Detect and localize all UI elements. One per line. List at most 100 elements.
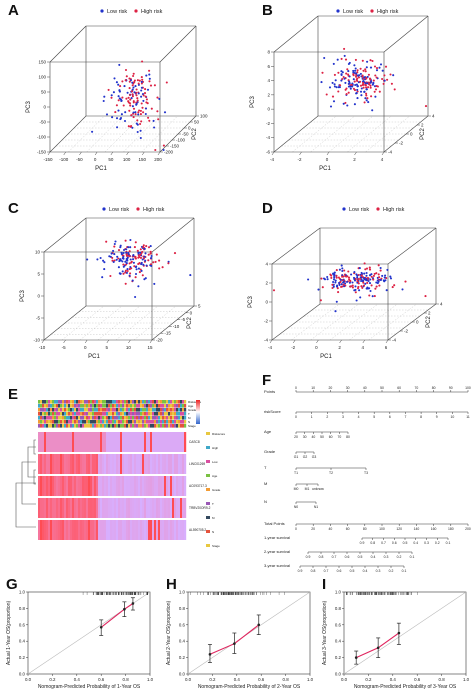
point-low-risk xyxy=(131,126,134,129)
point-high-risk xyxy=(366,281,369,284)
annotation-cell xyxy=(128,420,131,424)
annotation-cell xyxy=(144,408,147,412)
annotation-cell xyxy=(170,424,173,428)
annotation-cell xyxy=(82,412,85,416)
heatmap-cell xyxy=(182,432,185,452)
survival-2y-tick-label: 0.9 xyxy=(306,555,311,559)
point-high-risk xyxy=(365,267,369,270)
heatmap-cell xyxy=(118,432,121,452)
point-high-risk xyxy=(368,294,371,297)
x-tick-label: 10 xyxy=(126,345,132,350)
heatmap-cell xyxy=(110,498,113,518)
point-low-risk xyxy=(340,264,343,267)
heatmap-cell xyxy=(180,476,183,496)
point-low-risk xyxy=(118,259,121,262)
point-low-risk xyxy=(383,79,386,82)
heatmap-cell xyxy=(122,476,125,496)
point-low-risk xyxy=(115,258,118,261)
annotation-cell xyxy=(64,416,67,420)
heatmap-cell xyxy=(114,432,117,452)
annotation-cell xyxy=(140,404,143,408)
heatmap-cell xyxy=(86,498,89,518)
annotation-cell xyxy=(102,400,105,404)
point-low-risk xyxy=(373,85,377,88)
x-tick-label: 0 xyxy=(326,157,329,162)
point-high-risk xyxy=(141,106,144,109)
heatmap-cell xyxy=(112,498,115,518)
point-low-risk xyxy=(125,271,128,274)
color-bar xyxy=(196,400,200,424)
y-tick-label: 5 xyxy=(37,272,40,277)
annotation-cell xyxy=(148,420,151,424)
annotation-cell xyxy=(90,408,93,412)
point-high-risk xyxy=(134,257,137,260)
point-low-risk xyxy=(381,274,384,277)
point-low-risk xyxy=(384,274,387,277)
z-tick-label: -10 xyxy=(173,324,180,329)
annotation-cell xyxy=(116,412,119,416)
heatmap-cell xyxy=(66,432,69,452)
point-high-risk xyxy=(132,100,135,103)
annotation-cell xyxy=(176,404,179,408)
heatmap-cell xyxy=(140,432,143,452)
annotation-cell xyxy=(122,416,125,420)
annotation-cell xyxy=(56,412,59,416)
point-low-risk xyxy=(358,289,361,292)
x-tick xyxy=(385,339,389,344)
heatmap-cell xyxy=(122,498,125,518)
annotation-cell xyxy=(162,412,165,416)
y-tick-label: 1.0 xyxy=(335,590,342,595)
heatmap-cell xyxy=(102,432,105,452)
heatmap-cell xyxy=(146,454,149,474)
box-edge xyxy=(273,15,319,53)
annotation-cell xyxy=(104,404,107,408)
heatmap-cell xyxy=(120,454,123,474)
point-high-risk xyxy=(144,95,147,98)
point-low-risk xyxy=(134,85,137,88)
x-tick-label: 0.4 xyxy=(234,677,241,682)
point-high-risk xyxy=(143,92,147,95)
points-tick-label: 0 xyxy=(295,386,297,390)
heatmap-cell xyxy=(168,476,171,496)
annotation-cell xyxy=(98,412,101,416)
point-high-risk xyxy=(138,271,141,274)
panel-label-c: C xyxy=(8,200,19,217)
point-high-risk xyxy=(335,276,338,279)
heatmap-cell xyxy=(152,498,155,518)
annotation-cell xyxy=(158,412,161,416)
box-edge xyxy=(43,305,87,341)
x-tick-label: 150 xyxy=(139,157,147,162)
z-tick-label: 0 xyxy=(410,132,413,137)
x-tick-label: -100 xyxy=(59,157,69,162)
point-low-risk xyxy=(144,107,148,110)
nomogram-row-label: Total Points xyxy=(264,521,285,526)
point-high-risk xyxy=(122,272,125,275)
point-high-risk xyxy=(354,75,358,78)
annotation-row-label: M xyxy=(188,416,191,420)
point-low-risk xyxy=(334,281,337,284)
annotation-cell xyxy=(164,424,167,428)
heatmap-cell xyxy=(164,476,167,496)
heatmap-cell xyxy=(44,498,47,518)
age-tick-label: 60 xyxy=(329,435,333,439)
z-tick-label: 0 xyxy=(190,310,193,315)
annotation-cell xyxy=(38,400,41,404)
annotation-cell xyxy=(154,400,157,404)
point-high-risk xyxy=(137,82,140,85)
legend-label: Low xyxy=(212,460,218,464)
point-low-risk xyxy=(113,253,116,256)
heatmap-cell xyxy=(68,520,71,540)
heatmap-cell xyxy=(158,432,161,452)
annotation-cell xyxy=(100,420,103,424)
point-low-risk xyxy=(102,259,105,262)
annotation-cell xyxy=(112,416,115,420)
annotation-cell xyxy=(126,404,129,408)
calibration-plot-g: 0.0 0.2 0.4 0.6 0.8 1.00.00.20.40.60.81.0Nomo… xyxy=(6,590,154,690)
point-high-risk xyxy=(136,119,139,122)
heatmap-cell xyxy=(174,520,177,540)
annotation-cell xyxy=(68,408,71,412)
point-low-risk xyxy=(120,99,123,102)
point-low-risk xyxy=(363,90,366,93)
point-low-risk xyxy=(130,97,133,100)
floor-grid-line xyxy=(141,115,178,153)
